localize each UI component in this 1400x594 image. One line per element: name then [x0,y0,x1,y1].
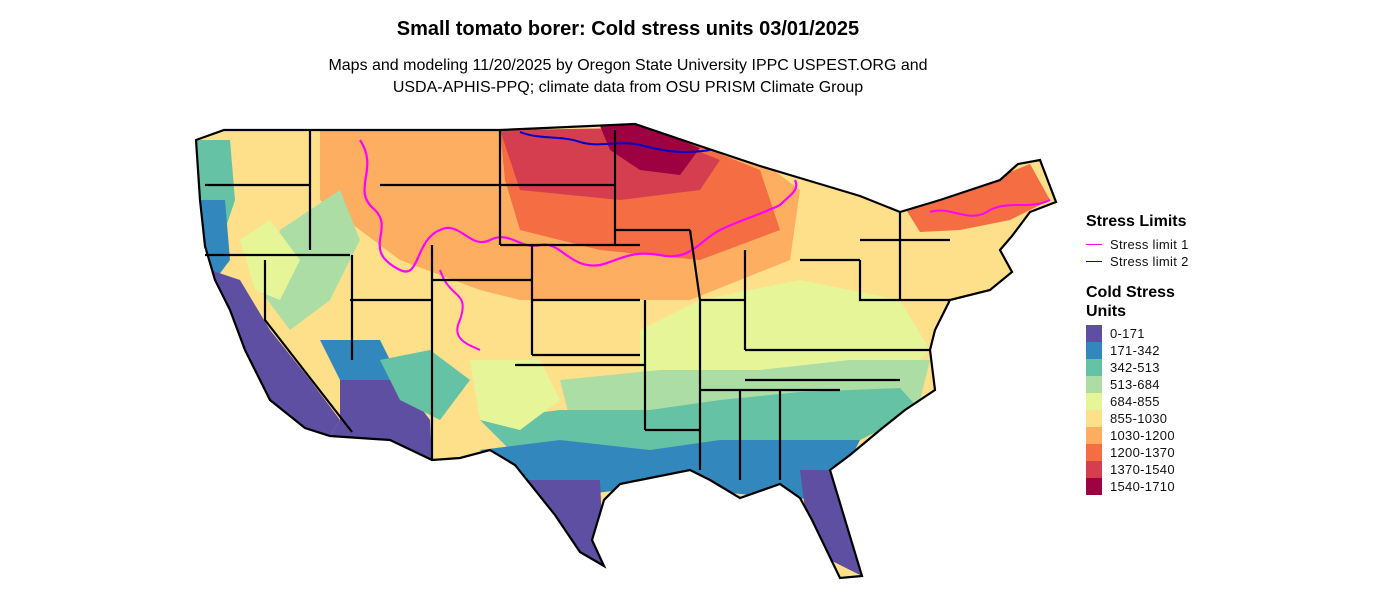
legend-item-bin-1: 171-342 [1086,342,1160,359]
legend-label: 1200-1370 [1110,445,1175,460]
color-swatch [1086,410,1102,427]
legend-item-bin-4: 684-855 [1086,393,1160,410]
legend-item-stress-limit-2: Stress limit 2 [1086,253,1189,270]
cold-stress-legend-title-line2: Units [1086,303,1126,320]
stress-limit-1-line-south [439,269,481,351]
cold-stress-raster [196,124,1056,578]
legend-label: 855-1030 [1110,411,1168,426]
color-swatch [1086,478,1102,495]
legend-item-stress-limit-1: Stress limit 1 [1086,236,1189,253]
color-swatch [1086,325,1102,342]
legend-label: 0-171 [1110,326,1145,341]
stress-limit-1-line-northeast [929,199,1051,217]
cold-stress-legend-title-line1: Cold Stress [1086,284,1175,301]
color-swatch [1086,444,1102,461]
color-swatch [1086,427,1102,444]
map-subtitle-line1: Maps and modeling 11/20/2025 by Oregon S… [328,57,928,74]
legend-label: Stress limit 1 [1110,237,1189,252]
legend-label: 684-855 [1110,394,1160,409]
stress-limit-2-key [1086,261,1102,262]
state-boundaries [194,122,1058,580]
legend-label: 1540-1710 [1110,479,1175,494]
legend-item-bin-2: 342-513 [1086,359,1160,376]
legend-label: 1370-1540 [1110,462,1175,477]
map-title: Small tomato borer: Cold stress units 03… [396,18,860,40]
color-swatch [1086,376,1102,393]
legend-item-bin-6: 1030-1200 [1086,427,1175,444]
legend-label: Stress limit 2 [1110,254,1189,269]
legend-item-bin-3: 513-684 [1086,376,1160,393]
legend-item-bin-7: 1200-1370 [1086,444,1175,461]
color-swatch [1086,461,1102,478]
legend-label: 1030-1200 [1110,428,1175,443]
color-swatch [1086,342,1102,359]
legend-label: 342-513 [1110,360,1160,375]
legend-item-bin-9: 1540-1710 [1086,478,1175,495]
stress-limit-2-line [519,131,711,154]
stress-limit-1-key [1086,244,1102,245]
legend-item-bin-0: 0-171 [1086,325,1145,342]
stress-limits-legend-title: Stress Limits [1086,213,1187,230]
map-subtitle-line2: USDA-APHIS-PPQ; climate data from OSU PR… [392,79,864,96]
legend-label: 513-684 [1110,377,1160,392]
color-swatch [1086,393,1102,410]
legend-item-bin-8: 1370-1540 [1086,461,1175,478]
color-swatch [1086,359,1102,376]
legend-item-bin-5: 855-1030 [1086,410,1167,427]
legend-label: 171-342 [1110,343,1160,358]
